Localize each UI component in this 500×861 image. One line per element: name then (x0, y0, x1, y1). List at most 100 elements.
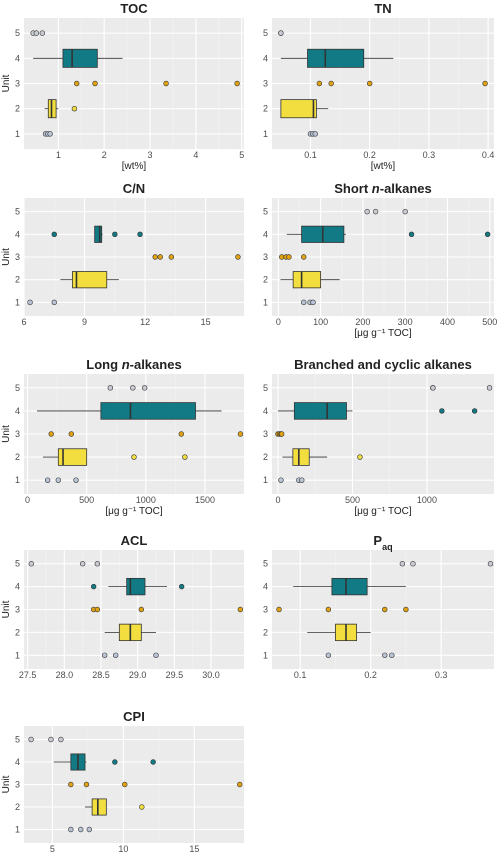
panel-9-title: CPI (123, 709, 145, 724)
panel-7-x-tick-label: 28.5 (92, 670, 110, 680)
panel-6-outlier-point (278, 431, 285, 437)
panel-4-x-tick-label: 300 (398, 317, 413, 327)
panel-6-outlier-point (278, 477, 284, 483)
panel-2-x-tick-label: 0.4 (482, 150, 495, 160)
panel-7-outlier-point (112, 652, 119, 658)
panel-3-box-unit-2 (72, 271, 108, 289)
panel-8-y-tick-label: 3 (263, 605, 268, 615)
panel-2-outlier-point (312, 131, 318, 137)
panel-6-y-tick-label: 1 (263, 475, 268, 485)
panel-4-y-tick-label: 2 (263, 275, 268, 285)
panel-7-outlier-point (237, 606, 244, 613)
panel-4-y-tick-label: 4 (263, 229, 268, 239)
panel-8-outlier-point (389, 652, 395, 658)
panel-7-box-unit-4 (126, 577, 146, 596)
panel-5-outlier-point (44, 477, 51, 483)
panel-2-x-tick-label: 0.1 (304, 150, 317, 160)
panel-5-outlier-point (237, 431, 244, 437)
panel-3-outlier-point (27, 299, 33, 306)
panel-8-x-tick-label: 0.3 (435, 670, 448, 680)
panel-7-x-tick-label: 30.0 (202, 670, 220, 680)
panel-4-x-tick-label: 500 (482, 317, 497, 327)
panel-7-x-tick-label: 29.5 (166, 670, 184, 680)
panel-1-x-tick-label: 4 (193, 150, 198, 160)
panel-7-outlier-point (79, 561, 86, 567)
panel-1-y-tick-label: 3 (15, 79, 20, 89)
panel-9-y-tick-label: 2 (15, 802, 20, 812)
panel-5-outlier-point (48, 431, 54, 437)
panel-3-y-tick-label: 5 (15, 207, 20, 217)
panel-9-outlier-point (83, 781, 90, 788)
panel-1-outlier-point (163, 80, 169, 87)
panel-8-y-tick-label: 1 (263, 650, 268, 660)
panel-3-outlier-point (137, 231, 143, 238)
panel-2-outlier-point (482, 80, 488, 87)
panel-5-outlier-point (141, 385, 148, 391)
panel-1-outlier-point (39, 30, 46, 36)
panel-5-y-tick-label: 2 (15, 452, 20, 462)
panel-2-outlier-point (278, 30, 284, 36)
panel-9-outlier-point (78, 826, 84, 833)
panel-5-box-unit-4 (100, 402, 196, 420)
panel-4-outlier-point (402, 208, 408, 215)
panel-2-y-tick-label: 2 (263, 104, 268, 114)
panel-3-x-tick-label: 12 (140, 317, 150, 327)
panel-6-y-tick-label: 2 (263, 452, 268, 462)
panel-1: 1 2 3 4 5 1 2 3 4 5 TOC [wt%] Unit (1, 1, 244, 172)
panel-9-box-unit-2 (91, 798, 107, 816)
panel-5-outlier-point (73, 477, 79, 483)
panel-1-outlier-point (47, 131, 53, 137)
panel-1-x-axis-label: [wt%] (122, 161, 147, 172)
panel-3-x-tick-label: 6 (21, 317, 26, 327)
panel-2-y-tick-label: 3 (263, 79, 268, 89)
panel-5-x-axis-label: [μg g⁻¹ TOC] (105, 506, 163, 517)
panel-7-outlier-point (138, 606, 145, 613)
panel-7-y-tick-label: 5 (15, 559, 20, 569)
panel-4-x-axis-label: [μg g⁻¹ TOC] (354, 328, 412, 339)
panel-8-outlier-point (403, 606, 409, 613)
panel-7-x-tick-label: 29.0 (129, 670, 147, 680)
panel-1-x-tick-label: 3 (148, 150, 153, 160)
panel-1-box-unit-4 (62, 48, 98, 68)
panel-8-y-tick-label: 2 (263, 627, 268, 637)
panel-5-title: Long n-alkanes (86, 357, 181, 372)
panel-4-outlier-point (408, 231, 415, 238)
panel-4-x-tick-label: 0 (276, 317, 281, 327)
panel-5-outlier-point (131, 454, 137, 460)
panel-9-x-tick-label: 5 (50, 844, 55, 854)
panel-9-outlier-point (68, 781, 74, 788)
panel-3-y-axis-label: Unit (1, 248, 12, 266)
panel-7-x-tick-label: 28.0 (56, 670, 74, 680)
panel-9-y-tick-label: 5 (15, 735, 20, 745)
panel-9-x-tick-label: 10 (118, 844, 128, 854)
panel-2-outlier-point (328, 80, 334, 87)
panel-4-y-tick-label: 3 (263, 252, 268, 262)
panel-4: 0 100 200 300 400 500 1 2 3 4 5 Short n-alkanes [μg … (263, 181, 497, 339)
panel-3-x-tick-label: 9 (82, 317, 87, 327)
panel-8-outlier-point (410, 561, 416, 567)
panel-6-x-tick-label: 500 (345, 495, 360, 505)
panel-3-y-tick-label: 1 (15, 297, 20, 307)
panel-4-outlier-point (372, 208, 379, 215)
panel-2-x-axis-label: [wt%] (371, 161, 396, 172)
panel-2-title: TN (374, 1, 391, 16)
panel-3-outlier-point (112, 231, 118, 238)
panel-5-box-unit-2 (57, 448, 88, 466)
panel-2-y-tick-label: 5 (263, 28, 268, 38)
panel-4-box-unit-2 (292, 271, 322, 289)
panel-5: 0 500 1000 1500 1 2 3 4 5 Long n-alkanes [μg g⁻¹ T… (1, 357, 244, 517)
panel-6-x-axis-label: [μg g⁻¹ TOC] (354, 506, 412, 517)
panel-6-y-tick-label: 5 (263, 383, 268, 393)
panel-1-x-tick-label: 2 (102, 150, 107, 160)
panel-5-y-axis-label: Unit (1, 425, 12, 443)
panel-3-y-tick-label: 3 (15, 252, 20, 262)
panel-7-title: ACL (121, 533, 148, 548)
panel-8-x-tick-label: 0.2 (364, 670, 377, 680)
panel-7-x-tick-label: 27.5 (19, 670, 37, 680)
panel-3-x-tick-label: 15 (201, 317, 211, 327)
panel-6-x-tick-label: 0 (275, 495, 280, 505)
panel-2-outlier-point (366, 80, 373, 87)
panel-4-outlier-point (286, 254, 292, 260)
